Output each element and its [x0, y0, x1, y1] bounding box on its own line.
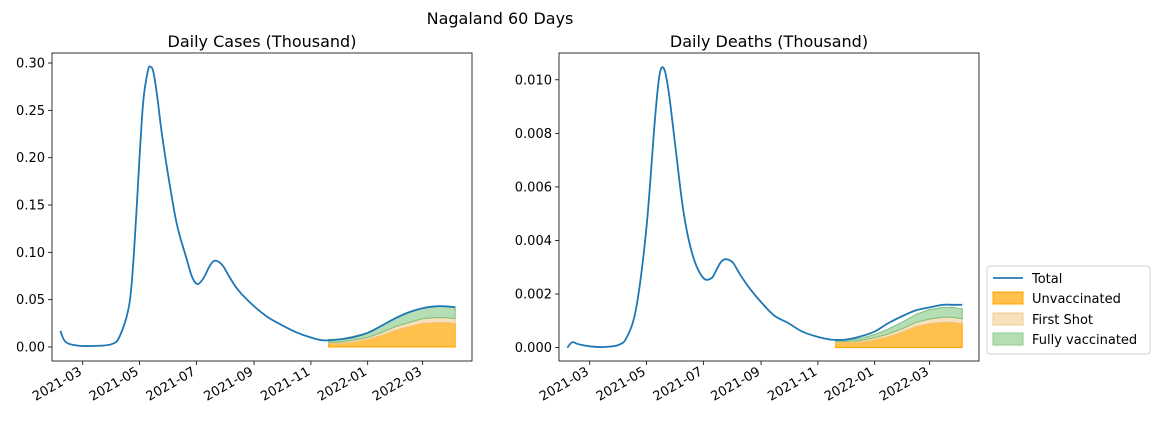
legend-swatch-fully-vaccinated: [992, 332, 1024, 346]
y-tick-label: 0.25: [16, 104, 45, 119]
y-tick-label: 0.006: [515, 180, 552, 195]
plot-frame: [51, 52, 473, 362]
x-tick-label: 2022-01: [822, 364, 877, 404]
y-tick-label: 0.002: [515, 288, 552, 303]
y-tick-label: 0.20: [16, 151, 45, 166]
y-tick-label: 0.004: [515, 234, 552, 249]
figure-title: Nagaland 60 Days: [427, 9, 574, 28]
legend-frame: [986, 265, 1151, 355]
y-tick-label: 0.00: [16, 340, 45, 355]
plot-frame: [558, 52, 980, 362]
legend-label-first-shot: First Shot: [1032, 313, 1093, 328]
x-tick-label: 2021-05: [594, 364, 649, 404]
x-tick-label: 2022-03: [370, 364, 425, 404]
legend-label-unvaccinated: Unvaccinated: [1032, 292, 1121, 307]
x-tick-label: 2021-09: [709, 364, 764, 404]
y-tick-label: 0.30: [16, 57, 45, 72]
y-tick-label: 0.15: [16, 199, 45, 214]
area-fully-vaccinated: [835, 306, 963, 342]
legend-label-fully-vaccinated: Fully vaccinated: [1032, 333, 1137, 348]
x-tick-label: 2021-11: [765, 364, 820, 404]
total-line: [59, 65, 456, 347]
cases-chart: Daily Cases (Thousand) 0.00 0.05 0.10 0.15 0…: [16, 32, 473, 405]
y-tick-label: 0.10: [16, 246, 45, 261]
legend-swatch-unvaccinated: [992, 291, 1024, 305]
x-tick-label: 2021-03: [30, 364, 85, 404]
legend-label-total: Total: [1031, 272, 1062, 287]
x-tick-label: 2021-07: [651, 364, 706, 404]
x-tick-label: 2022-01: [315, 364, 370, 404]
y-tick-label: 0.010: [515, 73, 552, 88]
x-tick-label: 2021-07: [144, 364, 199, 404]
x-tick-label: 2021-05: [87, 364, 142, 404]
deaths-chart-title: Daily Deaths (Thousand): [670, 32, 868, 51]
legend-swatch-first-shot: [992, 312, 1024, 326]
x-tick-label: 2021-11: [258, 364, 313, 404]
cases-chart-title: Daily Cases (Thousand): [168, 32, 357, 51]
y-tick-label: 0.008: [515, 127, 552, 142]
y-tick-label: 0.05: [16, 293, 45, 308]
total-line: [566, 66, 963, 349]
x-tick-label: 2022-03: [877, 364, 932, 404]
deaths-chart: Daily Deaths (Thousand) 0.000 0.002 0.004 0…: [515, 32, 980, 405]
x-tick-label: 2021-03: [537, 364, 592, 404]
legend: Total Unvaccinated First Shot Fully vacc…: [986, 265, 1151, 355]
x-tick-label: 2021-09: [202, 364, 257, 404]
y-tick-label: 0.000: [515, 341, 552, 356]
